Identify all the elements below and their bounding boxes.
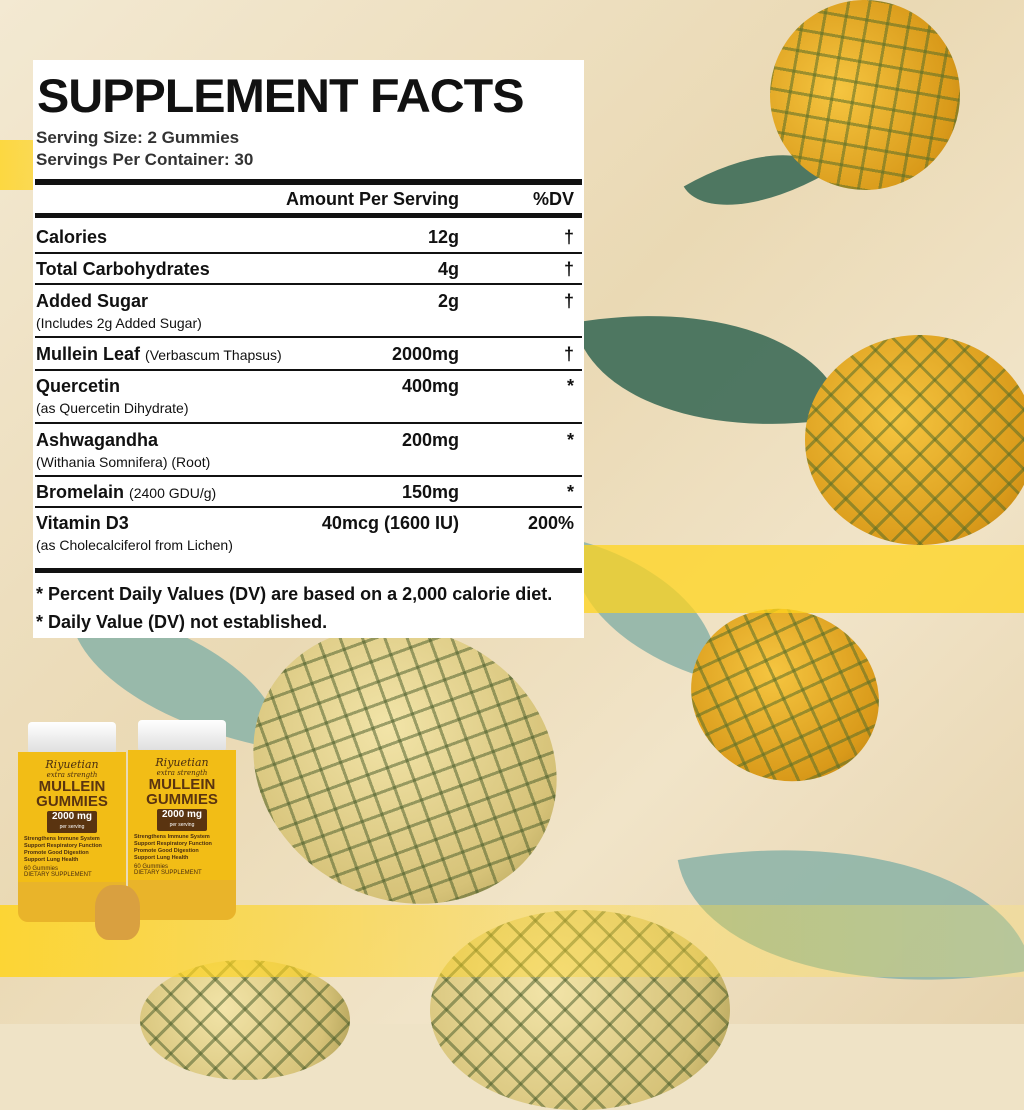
nutrient-row: Vitamin D3 (as Cholecalciferol from Liche…: [36, 513, 574, 553]
nutrient-dv: *: [566, 430, 574, 450]
nutrient-row: Mullein Leaf (Verbascum Thapsus) 2000mg †: [36, 344, 574, 365]
nutrient-dv: 200%: [527, 513, 574, 533]
nutrient-dv: †: [563, 227, 574, 247]
nutrient-amount: 150mg: [401, 482, 459, 502]
brand-name: Riyuetian: [155, 756, 209, 769]
divider: [35, 336, 582, 338]
nutrient-dv: †: [563, 259, 574, 279]
nutrient-sub: (as Cholecalciferol from Lichen): [36, 537, 233, 553]
product-type: DIETARY SUPPLEMENT: [24, 872, 92, 878]
divider: [35, 475, 582, 477]
nutrient-sub: (as Quercetin Dihydrate): [36, 400, 189, 416]
nutrient-dv: *: [566, 482, 574, 502]
supplement-facts-panel: SUPPLEMENT FACTS Serving Size: 2 Gummies…: [33, 60, 584, 638]
gummy-bear: [95, 885, 140, 940]
product-type: DIETARY SUPPLEMENT: [134, 870, 202, 876]
dose-badge: 2000 mg per serving: [156, 809, 208, 831]
product-name: MULLEIN: [148, 776, 216, 793]
product-name: GUMMIES: [36, 793, 108, 810]
dose: 2000 mg: [161, 809, 203, 820]
benefits-list: Strengthens Immune System Support Respira…: [128, 834, 236, 862]
nutrient-dv: *: [566, 376, 574, 396]
tagline: extra strength: [46, 771, 98, 779]
nutrient-dv: †: [563, 344, 574, 364]
dv-header: %DV: [532, 189, 574, 209]
divider: [35, 213, 582, 218]
nutrient-name: Vitamin D3: [36, 513, 129, 533]
nutrient-amount: 2000mg: [391, 344, 459, 364]
header-row: Amount Per Serving %DV: [36, 189, 574, 209]
benefit: Support Lung Health: [134, 855, 189, 861]
nutrient-name: Calories: [36, 227, 108, 247]
nutrient-name: Mullein Leaf: [36, 344, 141, 364]
product-name: MULLEIN: [38, 778, 106, 795]
benefit: Strengthens Immune System: [134, 834, 210, 840]
bottle-label: Riyuetian extra strength MULLEIN GUMMIES…: [18, 752, 126, 882]
tagline: extra strength: [156, 769, 208, 777]
divider: [35, 568, 582, 573]
benefits-list: Strengthens Immune System Support Respira…: [18, 836, 126, 864]
pineapple: [140, 960, 350, 1080]
divider: [35, 369, 582, 371]
product-bottle: Riyuetian extra strength MULLEIN GUMMIES…: [18, 722, 126, 922]
divider: [35, 179, 582, 185]
nutrient-detail: (Verbascum Thapsus): [145, 347, 282, 363]
benefit: Promote Good Digestion: [24, 850, 89, 856]
benefit: Support Lung Health: [24, 857, 79, 863]
bottle-label: Riyuetian extra strength MULLEIN GUMMIES…: [128, 750, 236, 880]
nutrient-row: Quercetin (as Quercetin Dihydrate) 400mg *: [36, 376, 574, 416]
nutrient-amount: 12g: [427, 227, 459, 247]
facts-title: SUPPLEMENT FACTS: [37, 69, 525, 122]
bottle-cap: [138, 720, 226, 752]
nutrient-detail: (2400 GDU/g): [129, 485, 217, 501]
nutrient-row: Total Carbohydrates 4g †: [36, 259, 574, 280]
bottle-cap: [28, 722, 116, 754]
benefit: Promote Good Digestion: [134, 848, 199, 854]
nutrient-name: Added Sugar: [36, 291, 149, 311]
benefit: Support Respiratory Function: [134, 841, 212, 847]
nutrient-dv: †: [563, 291, 574, 311]
nutrient-amount: 40mcg (1600 IU): [321, 513, 459, 533]
serving-size: Serving Size: 2 Gummies: [36, 128, 240, 147]
dose: 2000 mg: [51, 811, 93, 822]
servings-per-container: Servings Per Container: 30: [36, 150, 254, 169]
accent-band: [584, 545, 1024, 613]
divider: [35, 283, 582, 285]
nutrient-sub: (Includes 2g Added Sugar): [36, 315, 202, 331]
nutrient-name: Total Carbohydrates: [36, 259, 210, 279]
product-bottle: Riyuetian extra strength MULLEIN GUMMIES…: [128, 720, 236, 920]
count: 60 Gummies: [24, 866, 59, 872]
benefit: Strengthens Immune System: [24, 836, 100, 842]
pineapple: [805, 335, 1024, 545]
nutrient-row: Added Sugar (Includes 2g Added Sugar) 2g †: [36, 291, 574, 331]
nutrient-amount: 200mg: [401, 430, 459, 450]
nutrient-name: Ashwagandha: [36, 430, 159, 450]
dose-badge: 2000 mg per serving: [46, 811, 98, 833]
footnote-not-established: * Daily Value (DV) not established.: [36, 612, 328, 632]
dose-sub: per serving: [59, 824, 85, 830]
nutrient-row: Bromelain (2400 GDU/g) 150mg *: [36, 482, 574, 503]
nutrient-amount: 4g: [437, 259, 459, 279]
count: 60 Gummies: [134, 864, 169, 870]
footnote-dv: * Percent Daily Values (DV) are based on…: [36, 584, 553, 604]
divider: [35, 506, 582, 508]
nutrient-name: Bromelain: [36, 482, 125, 502]
product-name: GUMMIES: [146, 791, 218, 808]
brand-name: Riyuetian: [45, 758, 99, 771]
nutrient-amount: 2g: [437, 291, 459, 311]
divider: [35, 252, 582, 254]
nutrient-row: Calories 12g †: [36, 227, 574, 248]
nutrient-name: Quercetin: [36, 376, 121, 396]
benefit: Support Respiratory Function: [24, 843, 102, 849]
divider: [35, 422, 582, 424]
nutrient-sub: (Withania Somnifera) (Root): [36, 454, 211, 470]
dose-sub: per serving: [169, 822, 195, 828]
nutrient-row: Ashwagandha (Withania Somnifera) (Root) 20…: [36, 430, 574, 470]
amount-header: Amount Per Serving: [285, 189, 459, 209]
nutrient-amount: 400mg: [401, 376, 459, 396]
